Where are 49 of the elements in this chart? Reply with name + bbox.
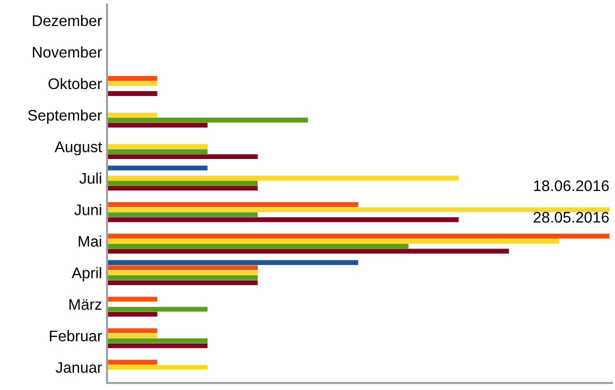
y-tick-label: Dezember (32, 14, 102, 26)
bar (107, 207, 610, 212)
bar (107, 296, 158, 302)
bar (107, 333, 158, 338)
y-tick-label: Juni (74, 204, 102, 216)
bar (107, 166, 208, 170)
bar (107, 260, 358, 265)
y-tick-label: August (54, 142, 102, 156)
bar (107, 248, 509, 254)
bar (107, 306, 208, 312)
y-tick-label: Oktober (48, 78, 102, 90)
y-tick-label: Februar (50, 330, 102, 342)
bar (107, 144, 208, 149)
bar (107, 186, 258, 191)
bar (107, 265, 258, 270)
y-tick-label: Juli (79, 172, 102, 184)
bar (107, 270, 258, 276)
bar (107, 280, 258, 286)
y-tick-label: Januar (56, 362, 102, 373)
bar (107, 238, 560, 244)
bar (107, 328, 158, 334)
bar (107, 234, 610, 238)
bar (107, 112, 158, 118)
bar (107, 91, 158, 96)
bar (107, 364, 208, 370)
y-tick-label: November (32, 46, 102, 58)
bar (107, 202, 358, 207)
bar (107, 217, 459, 222)
y-tick-label: März (69, 299, 102, 310)
bar (107, 360, 158, 365)
bar (107, 154, 258, 160)
y-tick-label: September (28, 109, 102, 124)
bar (107, 244, 408, 249)
bar (107, 275, 258, 280)
bar (107, 76, 158, 81)
bar (107, 312, 158, 317)
bar (107, 180, 258, 186)
bar (107, 81, 158, 86)
bar (107, 343, 208, 348)
bar (107, 212, 258, 218)
bar (107, 338, 208, 344)
bar (107, 149, 208, 154)
bar (107, 118, 308, 122)
annotation: 28.05.2016 (534, 212, 609, 223)
bar (107, 176, 459, 180)
annotation: 18.06.2016 (534, 180, 609, 192)
bar (107, 122, 208, 128)
y-tick-label: April (72, 267, 102, 282)
y-tick-label: Mai (78, 236, 102, 247)
